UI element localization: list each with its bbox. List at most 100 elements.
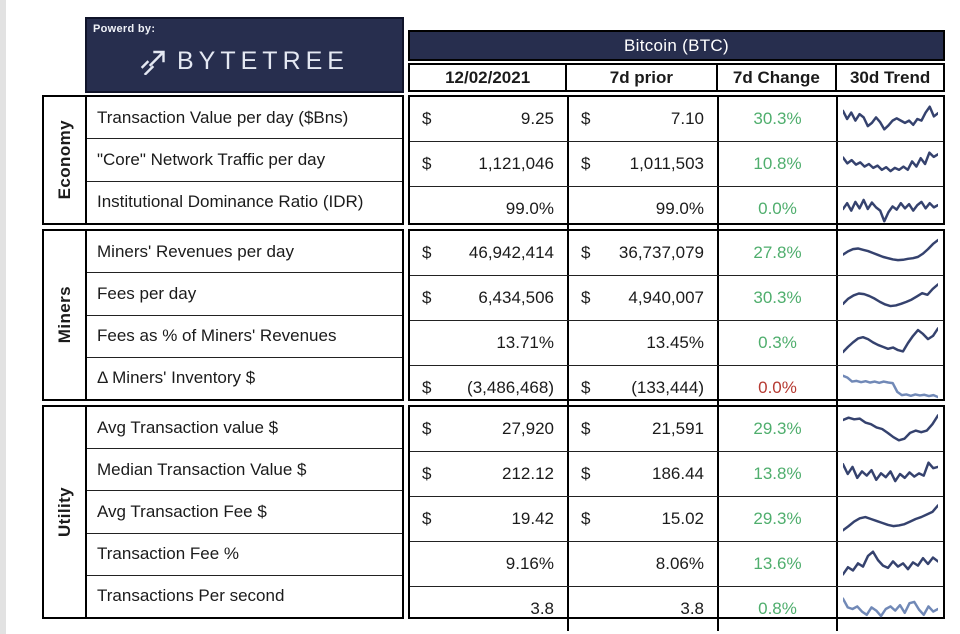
currency-symbol: $: [581, 154, 591, 173]
current-value: 19.42: [511, 509, 554, 528]
bytetree-brand-box: Powerd by: BYTETREE: [85, 17, 404, 93]
sparkline: [836, 97, 943, 141]
value-current: $ (3,486,468): [410, 366, 567, 410]
table-row: $1,121,046 $1,011,503 10.8%: [410, 141, 943, 186]
value-prior: 99.0%: [567, 187, 717, 231]
current-value: 6,434,506: [478, 288, 554, 307]
table-row: $212.12 $186.44 13.8%: [410, 451, 943, 496]
metric-text: Miners' Revenues per day: [97, 241, 294, 261]
group-economy-values: $9.25 $7.10 30.3% $1,121,046 $1,011,503 …: [408, 95, 945, 231]
value-prior: 3.8: [567, 587, 717, 631]
value-current: $19.42: [410, 497, 567, 541]
metric-text: Fees as % of Miners' Revenues: [97, 326, 337, 346]
prior-value: 7.10: [670, 109, 704, 128]
table-row: $27,920 $21,591 29.3%: [410, 407, 943, 451]
value-current: $46,942,414: [410, 231, 567, 275]
metric-label: Transaction Value per day ($Bns): [87, 97, 402, 138]
current-value: (3,486,468): [467, 378, 554, 397]
value-prior: $ (133,444): [567, 366, 717, 410]
prior-value: 186.44: [652, 464, 704, 483]
group-label-text: Miners: [54, 286, 74, 344]
group-label-text: Utility: [54, 486, 74, 538]
prior-value: 4,940,007: [628, 288, 704, 307]
table-row: $19.42 $15.02 29.3%: [410, 496, 943, 541]
current-value: 99.0%: [505, 199, 554, 218]
group-label-economy: Economy: [44, 97, 87, 223]
group-label-text: Economy: [54, 120, 74, 200]
prior-value: 99.0%: [655, 199, 704, 218]
table-row: 13.71% 13.45% 0.3%: [410, 320, 943, 365]
metric-text: "Core" Network Traffic per day: [97, 149, 326, 169]
sparkline: [836, 366, 943, 410]
metric-text: Avg Transaction Fee $: [97, 502, 267, 521]
value-current: 99.0%: [410, 187, 567, 231]
prior-value: 8.06%: [655, 554, 704, 573]
metric-label: Transactions Per second: [87, 574, 402, 617]
change-value: 30.3%: [717, 276, 836, 320]
currency-symbol: $: [422, 509, 432, 528]
change-value: 29.3%: [717, 407, 836, 451]
prior-value: (133,444): [631, 378, 704, 397]
asset-title: Bitcoin (BTC): [624, 35, 729, 55]
sparkline: [836, 142, 943, 186]
column-header-row: 12/02/2021 7d prior 7d Change 30d Trend: [408, 63, 945, 92]
currency-symbol: $: [581, 288, 591, 307]
current-value: 9.25: [520, 109, 554, 128]
metric-label: Δ Miners' Inventory $: [87, 356, 402, 399]
group-economy-labels: Economy Transaction Value per day ($Bns)…: [42, 95, 404, 225]
change-value: 30.3%: [717, 97, 836, 141]
change-value: 0.0%: [717, 366, 836, 410]
metric-label: Avg Transaction Fee $: [87, 490, 402, 532]
value-current: $9.25: [410, 97, 567, 141]
change-value: 13.8%: [717, 452, 836, 496]
prior-value: 13.45%: [646, 333, 704, 352]
sparkline: [836, 187, 943, 231]
table-row: $9.25 $7.10 30.3%: [410, 97, 943, 141]
bytetree-logo: BYTETREE: [87, 31, 402, 91]
group-utility-values: $27,920 $21,591 29.3% $212.12 $186.44 13…: [408, 405, 945, 631]
value-current: 9.16%: [410, 542, 567, 586]
metric-text: Transaction Fee %: [97, 544, 240, 564]
currency-symbol: $: [581, 509, 591, 528]
currency-symbol: $: [581, 378, 591, 397]
value-prior: $15.02: [567, 497, 717, 541]
asset-title-bar: Bitcoin (BTC): [408, 30, 945, 61]
metric-text: Transaction Value per day ($Bns): [97, 107, 349, 127]
table-row: 99.0% 99.0% 0.0%: [410, 186, 943, 231]
metric-label: Institutional Dominance Ratio (IDR): [87, 180, 402, 223]
table-row: $ (3,486,468) $ (133,444) 0.0%: [410, 365, 943, 410]
column-header-7d-prior: 7d prior: [565, 65, 715, 90]
value-current: $6,434,506: [410, 276, 567, 320]
sparkline: [836, 497, 943, 541]
prior-value: 21,591: [652, 419, 704, 438]
metric-label: "Core" Network Traffic per day: [87, 138, 402, 180]
currency-symbol: $: [422, 109, 432, 128]
prior-value: 1,011,503: [629, 154, 704, 173]
metric-text: Avg Transaction value $: [97, 417, 279, 437]
currency-symbol: $: [422, 243, 432, 262]
group-label-utility: Utility: [44, 407, 87, 617]
currency-symbol: $: [581, 464, 591, 483]
sparkline: [836, 452, 943, 496]
metric-label: Transaction Fee %: [87, 532, 402, 575]
prior-value: 3.8: [680, 599, 704, 618]
table-row: $46,942,414 $36,737,079 27.8%: [410, 231, 943, 275]
group-label-miners: Miners: [44, 231, 87, 399]
table-row: 9.16% 8.06% 13.6%: [410, 541, 943, 586]
group-miners-values: $46,942,414 $36,737,079 27.8% $6,434,506…: [408, 229, 945, 410]
value-prior: 13.45%: [567, 321, 717, 365]
sparkline: [836, 407, 943, 451]
value-current: 13.71%: [410, 321, 567, 365]
change-value: 0.3%: [717, 321, 836, 365]
metric-label: Fees per day: [87, 272, 402, 314]
value-current: $212.12: [410, 452, 567, 496]
value-current: $1,121,046: [410, 142, 567, 186]
change-value: 13.6%: [717, 542, 836, 586]
value-prior: $21,591: [567, 407, 717, 451]
sparkline: [836, 542, 943, 586]
value-prior: $186.44: [567, 452, 717, 496]
powered-by-label: Powerd by:: [93, 23, 156, 35]
change-value: 0.0%: [717, 187, 836, 231]
currency-symbol: $: [422, 154, 432, 173]
value-prior: 8.06%: [567, 542, 717, 586]
